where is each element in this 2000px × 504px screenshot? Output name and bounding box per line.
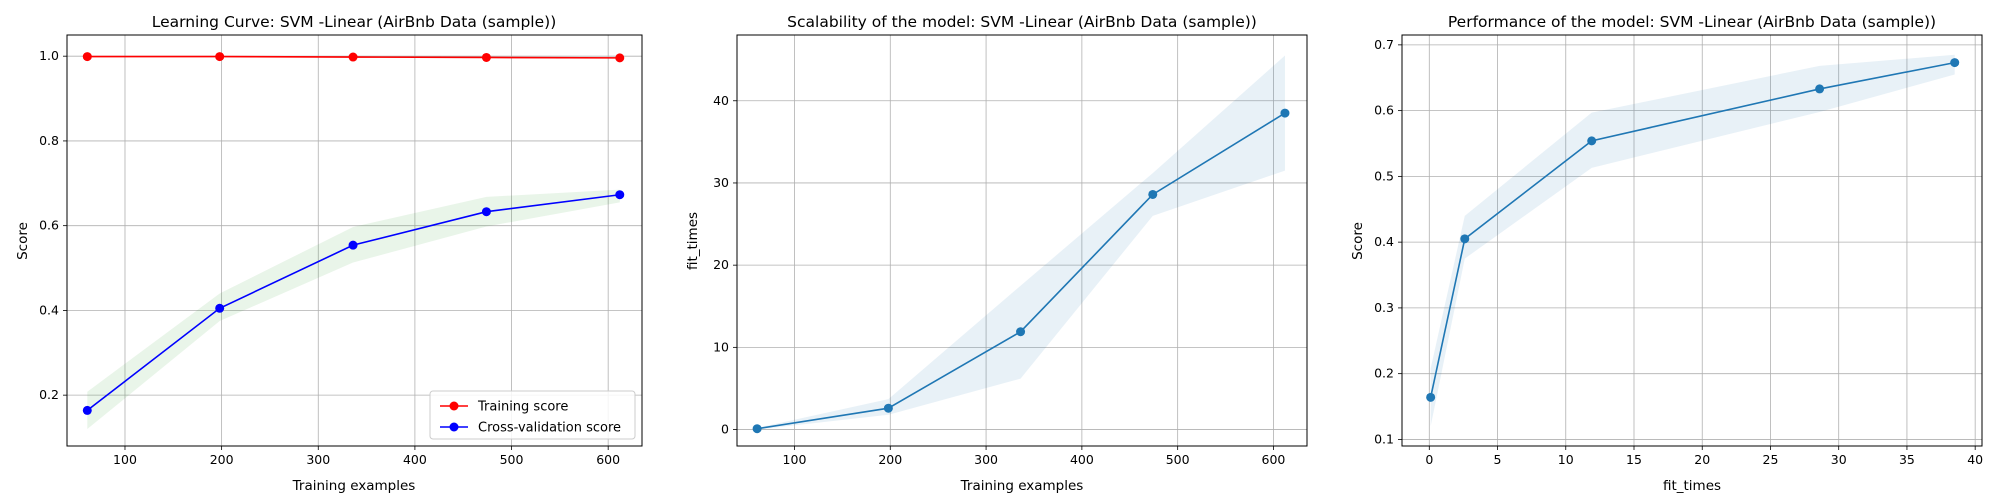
learning-curve-legend-entry: Training score [477,400,568,415]
learning-curve-xlabel: Training examples [292,478,416,494]
learning-curve-legend-swatch-marker [449,401,459,411]
performance-x-tick-label: 35 [1899,452,1915,467]
performance-y-tick-label: 0.7 [1374,37,1394,52]
performance-y-tick-label: 0.4 [1374,234,1394,249]
scalability-series-0-point [883,403,893,413]
scalability-xlabel: Training examples [960,478,1084,494]
learning-curve-ylabel: Score [15,222,31,260]
performance-y-tick-label: 0.6 [1374,103,1394,118]
performance-ylabel: Score [1350,222,1366,260]
performance-axes-frame [1401,34,1983,447]
learning-curve-legend-entry: Cross-validation score [478,421,621,436]
performance-xlabel: fit_times [1663,478,1721,494]
performance-x-tick-label: 10 [1558,452,1574,467]
performance-series-0-band [1430,54,1955,427]
scalability-series-0-point [1148,189,1158,199]
learning-curve-y-tick-label: 0.4 [39,302,59,317]
learning-curve-series-1-point [481,207,491,217]
learning-curve-legend-box [429,390,636,440]
performance-x-tick-label: 15 [1626,452,1642,467]
learning-curve-x-tick-label: 500 [500,452,524,467]
scalability-y-tick-label: 0 [721,422,729,437]
scalability-x-tick-label: 400 [1070,452,1094,467]
scalability-ylabel: fit_times [685,212,701,270]
learning-curve-series-0-point [215,52,225,62]
learning-curve-legend: Training score Cross-validation score [429,390,636,440]
scalability-series-0-point [752,424,762,434]
performance-x-tick-label: 30 [1831,452,1847,467]
performance-series-0-point [1587,136,1597,146]
learning-curve-y-tick-label: 0.8 [39,133,59,148]
performance-x-tick-label: 20 [1694,452,1710,467]
scalability-series-0-point [1016,327,1026,337]
learning-curve-x-tick-label: 600 [596,452,620,467]
scalability-x-tick-label: 600 [1262,452,1286,467]
learning-curve-panel: Learning Curve: SVM -Linear (AirBnb Data… [15,13,643,494]
learning-curve-x-tick-label: 300 [306,452,330,467]
scalability-x-tick-label: 300 [974,452,998,467]
learning-curve-series-1-band [87,189,620,430]
learning-curve-y-tick-label: 0.6 [39,218,59,233]
learning-curve-series-0-point [481,52,491,62]
learning-curve-y-tick-label: 0.2 [39,387,59,402]
performance-series-0-point [1950,58,1960,68]
scalability-y-tick-label: 10 [713,339,729,354]
learning-curve-series-1-point [82,405,92,415]
scalability-grid [737,35,1307,446]
scalability-x-tick-label: 500 [1166,452,1190,467]
scalability-title: Scalability of the model: SVM -Linear (A… [787,13,1257,31]
scalability-x-tick-label: 200 [878,452,902,467]
learning-curve-x-tick-label: 400 [403,452,427,467]
performance-series-0-point [1815,84,1825,94]
learning-curve-series-0-point [82,52,92,62]
scalability-x-tick-label: 100 [783,452,807,467]
learning-curve-x-tick-label: 100 [113,452,137,467]
scalability-series-0-point [1280,108,1290,118]
learning-curve-series-0-point [615,53,625,63]
performance-y-tick-label: 0.3 [1374,300,1394,315]
performance-x-tick-label: 40 [1967,452,1983,467]
learning-curve-y-tick-label: 1.0 [39,48,59,63]
performance-y-tick-label: 0.1 [1374,431,1394,446]
learning-curve-axes-frame [66,34,643,447]
performance-series-0-point [1460,234,1470,244]
scalability-axes-frame [736,34,1308,447]
scalability-panel: Scalability of the model: SVM -Linear (A… [685,13,1308,494]
performance-x-tick-label: 0 [1425,452,1433,467]
scalability-y-tick-label: 40 [713,93,729,108]
scalability-y-tick-label: 20 [713,257,729,272]
performance-x-tick-label: 5 [1494,452,1502,467]
learning-curve-series-1-point [348,240,358,250]
scalability-series-0-band [757,55,1285,430]
learning-curve-series-1-point [615,190,625,200]
performance-series-0-point [1426,392,1436,402]
learning-curve-legend-swatch-marker [449,422,459,432]
learning-curve-x-tick-label: 200 [210,452,234,467]
learning-curve-series-1-point [215,303,225,313]
performance-panel: Performance of the model: SVM -Linear (A… [1350,13,1983,494]
learning-curve-series-0-point [348,52,358,62]
learning-curve-title: Learning Curve: SVM -Linear (AirBnb Data… [152,13,557,31]
scalability-y-tick-label: 30 [713,175,729,190]
performance-grid [1402,35,1982,446]
performance-y-tick-label: 0.2 [1374,366,1394,381]
performance-x-tick-label: 25 [1763,452,1779,467]
performance-title: Performance of the model: SVM -Linear (A… [1448,13,1936,31]
performance-y-tick-label: 0.5 [1374,168,1394,183]
